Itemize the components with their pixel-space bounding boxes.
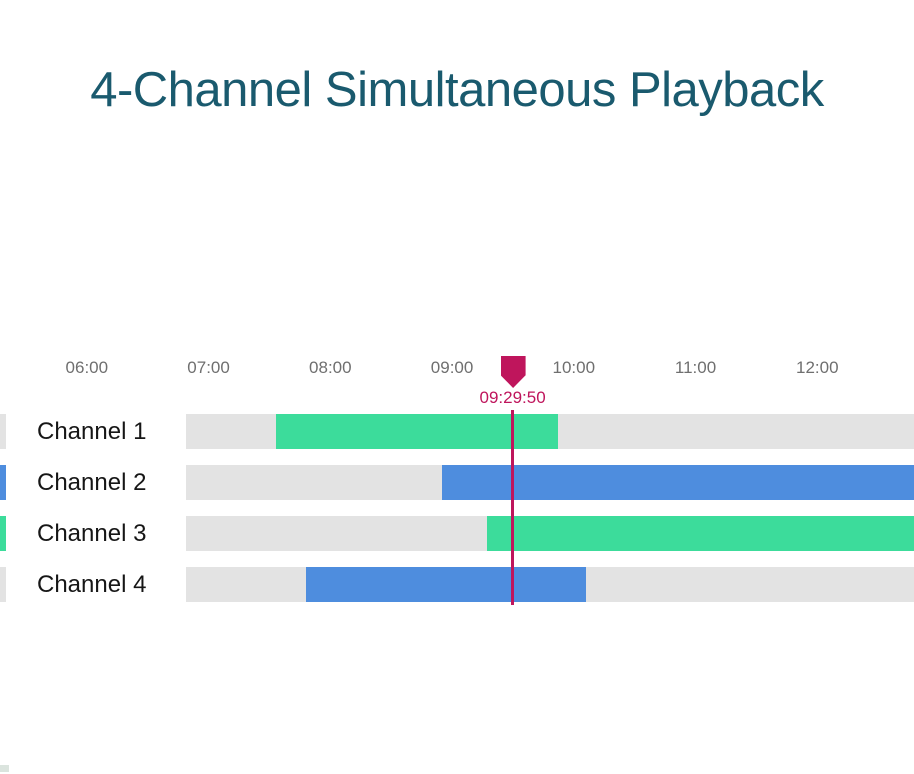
left-edge-bar-fragment [0,567,6,602]
axis-tick-label: 11:00 [674,358,717,377]
channel-label: Channel 1 [37,418,147,445]
axis-tick-label: 09:00 [430,358,474,377]
axis-tick-label: 08:00 [309,358,352,377]
channel-row: Channel 1 [0,414,914,449]
axis-tick-label: 06:00 [65,358,109,377]
axis-tick-label: 07:00 [187,358,230,377]
channel-label: Channel 3 [37,520,147,547]
channel-row: Channel 3 [0,516,914,551]
playback-segment-bar[interactable] [486,516,914,551]
left-edge-bar-fragment [0,516,6,551]
left-edge-bar-fragment [0,465,6,500]
channel-rows: Channel 1 Channel 2 Channel 3 Channel 4 [0,414,914,618]
playhead-timestamp: 09:29:50 [479,388,546,407]
playback-segment-bar[interactable] [305,567,586,602]
playhead-marker-icon[interactable] [500,356,526,388]
time-axis: 06:00 07:00 08:00 09:00 10:00 11:00 12:00 [0,358,914,382]
channel-label: Channel 2 [37,469,147,496]
channel-row: Channel 2 [0,465,914,500]
corner-artifact [0,765,9,772]
left-edge-bar-fragment [0,414,6,449]
axis-tick-label: 10:00 [552,358,596,377]
channel-row: Channel 4 [0,567,914,602]
axis-tick-label: 12:00 [796,358,839,377]
playhead-line [511,410,515,605]
page-title: 4-Channel Simultaneous Playback [90,63,824,117]
playback-segment-bar[interactable] [441,465,914,500]
playback-segment-bar[interactable] [275,414,558,449]
channel-label: Channel 4 [37,571,147,598]
